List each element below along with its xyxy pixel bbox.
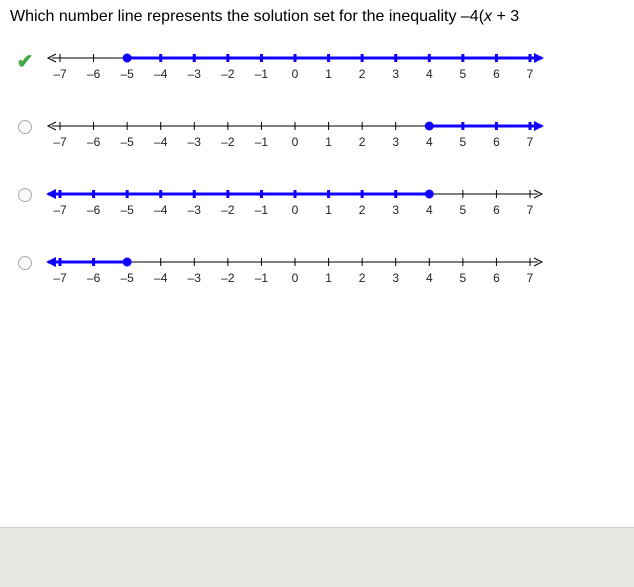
svg-text:6: 6 [493, 203, 500, 217]
svg-text:2: 2 [359, 135, 366, 149]
svg-text:2: 2 [359, 67, 366, 81]
svg-text:–6: –6 [87, 203, 101, 217]
svg-text:7: 7 [527, 271, 534, 285]
number-line-option[interactable]: –7 –6 –5 –4 –3 –2 –1 0 1 2 3 4 5 6 7 [40, 250, 560, 290]
svg-text:5: 5 [460, 203, 467, 217]
svg-text:–1: –1 [255, 271, 269, 285]
svg-text:5: 5 [460, 135, 467, 149]
svg-text:0: 0 [292, 203, 299, 217]
options-list: ✔ –7 –6 –5 –4 –3 –2 –1 0 1 2 3 4 5 6 7 –7 –6 –5 –4 –3 –2 –1 0 1 2… [0, 46, 634, 290]
svg-text:–3: –3 [188, 203, 202, 217]
svg-text:1: 1 [325, 67, 332, 81]
svg-text:7: 7 [527, 135, 534, 149]
svg-text:–5: –5 [120, 203, 134, 217]
question-text: Which number line represents the solutio… [0, 0, 634, 46]
svg-text:–7: –7 [53, 271, 67, 285]
svg-text:–7: –7 [53, 67, 67, 81]
number-line: –7 –6 –5 –4 –3 –2 –1 0 1 2 3 4 5 6 7 [40, 114, 550, 154]
option-row: –7 –6 –5 –4 –3 –2 –1 0 1 2 3 4 5 6 7 [10, 250, 634, 290]
svg-text:–5: –5 [120, 135, 134, 149]
svg-text:4: 4 [426, 203, 433, 217]
svg-text:–6: –6 [87, 135, 101, 149]
svg-text:–5: –5 [120, 67, 134, 81]
question-math: –4(x + 3 [461, 8, 519, 25]
number-line-option[interactable]: –7 –6 –5 –4 –3 –2 –1 0 1 2 3 4 5 6 7 [40, 114, 560, 154]
svg-text:–4: –4 [154, 67, 168, 81]
number-line: –7 –6 –5 –4 –3 –2 –1 0 1 2 3 4 5 6 7 [40, 182, 550, 222]
svg-text:–5: –5 [120, 271, 134, 285]
svg-text:4: 4 [426, 135, 433, 149]
svg-text:–4: –4 [154, 271, 168, 285]
option-row: ✔ –7 –6 –5 –4 –3 –2 –1 0 1 2 3 4 5 6 7 [10, 46, 634, 86]
svg-text:–2: –2 [221, 67, 235, 81]
svg-text:–3: –3 [188, 271, 202, 285]
svg-text:1: 1 [325, 135, 332, 149]
svg-text:3: 3 [392, 135, 399, 149]
svg-text:3: 3 [392, 67, 399, 81]
svg-text:–3: –3 [188, 135, 202, 149]
svg-text:6: 6 [493, 271, 500, 285]
svg-text:1: 1 [325, 203, 332, 217]
svg-text:–6: –6 [87, 67, 101, 81]
svg-text:7: 7 [527, 203, 534, 217]
svg-text:–1: –1 [255, 135, 269, 149]
svg-text:–3: –3 [188, 67, 202, 81]
svg-text:–4: –4 [154, 203, 168, 217]
svg-text:–2: –2 [221, 271, 235, 285]
svg-text:–7: –7 [53, 203, 67, 217]
svg-text:–4: –4 [154, 135, 168, 149]
svg-text:3: 3 [392, 203, 399, 217]
number-line-option[interactable]: –7 –6 –5 –4 –3 –2 –1 0 1 2 3 4 5 6 7 [40, 46, 560, 86]
svg-text:0: 0 [292, 135, 299, 149]
svg-text:–2: –2 [221, 135, 235, 149]
svg-text:5: 5 [460, 67, 467, 81]
number-line: –7 –6 –5 –4 –3 –2 –1 0 1 2 3 4 5 6 7 [40, 46, 550, 86]
svg-text:–7: –7 [53, 135, 67, 149]
svg-text:3: 3 [392, 271, 399, 285]
svg-text:7: 7 [527, 67, 534, 81]
option-row: –7 –6 –5 –4 –3 –2 –1 0 1 2 3 4 5 6 7 [10, 182, 634, 222]
number-line: –7 –6 –5 –4 –3 –2 –1 0 1 2 3 4 5 6 7 [40, 250, 550, 290]
svg-text:2: 2 [359, 271, 366, 285]
correct-check-icon: ✔ [17, 52, 34, 72]
option-radio[interactable] [18, 188, 32, 202]
svg-text:0: 0 [292, 271, 299, 285]
svg-text:–1: –1 [255, 203, 269, 217]
svg-text:4: 4 [426, 67, 433, 81]
option-row: –7 –6 –5 –4 –3 –2 –1 0 1 2 3 4 5 6 7 [10, 114, 634, 154]
svg-text:4: 4 [426, 271, 433, 285]
option-radio[interactable] [18, 256, 32, 270]
svg-text:2: 2 [359, 203, 366, 217]
svg-text:–2: –2 [221, 203, 235, 217]
question-prefix: Which number line represents the solutio… [10, 8, 461, 25]
svg-text:5: 5 [460, 271, 467, 285]
option-radio[interactable] [18, 120, 32, 134]
svg-text:1: 1 [325, 271, 332, 285]
svg-text:0: 0 [292, 67, 299, 81]
svg-text:–1: –1 [255, 67, 269, 81]
svg-text:6: 6 [493, 67, 500, 81]
number-line-option[interactable]: –7 –6 –5 –4 –3 –2 –1 0 1 2 3 4 5 6 7 [40, 182, 560, 222]
svg-text:6: 6 [493, 135, 500, 149]
footer-bar [0, 527, 634, 587]
svg-text:–6: –6 [87, 271, 101, 285]
